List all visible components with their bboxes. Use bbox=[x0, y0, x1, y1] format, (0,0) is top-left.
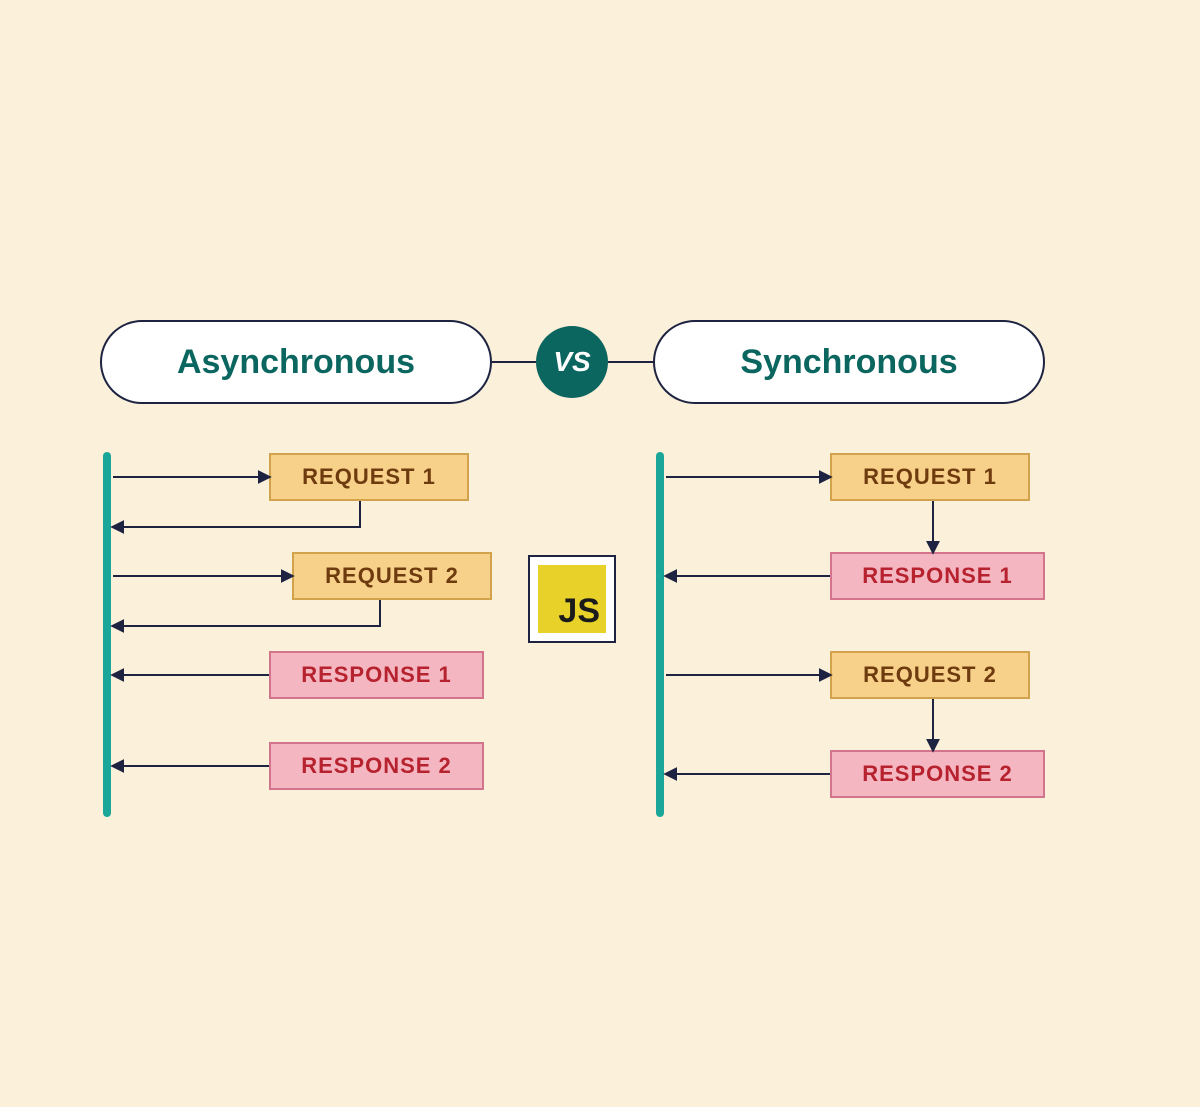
header-pill-synchronous: Synchronous bbox=[653, 320, 1045, 404]
pill-label: Asynchronous bbox=[177, 343, 415, 382]
diagram-canvas: Asynchronous Synchronous VS JS REQUEST 1… bbox=[0, 0, 1200, 1107]
js-label: JS bbox=[558, 592, 600, 631]
a-loop-2 bbox=[113, 600, 380, 626]
timeline-bar-sync bbox=[656, 452, 664, 817]
async-response-2: RESPONSE 2 bbox=[269, 742, 484, 790]
sync-response-1: RESPONSE 1 bbox=[830, 552, 1045, 600]
connector-left bbox=[492, 361, 536, 363]
sync-response-2: RESPONSE 2 bbox=[830, 750, 1045, 798]
header-pill-asynchronous: Asynchronous bbox=[100, 320, 492, 404]
async-request-2: REQUEST 2 bbox=[292, 552, 492, 600]
connector-right bbox=[608, 361, 653, 363]
js-tile-inner: JS bbox=[538, 565, 606, 633]
async-response-1: RESPONSE 1 bbox=[269, 651, 484, 699]
sync-request-1: REQUEST 1 bbox=[830, 453, 1030, 501]
timeline-bar-async bbox=[103, 452, 111, 817]
vs-label: VS bbox=[553, 346, 590, 378]
pill-label: Synchronous bbox=[740, 343, 957, 382]
vs-badge: VS bbox=[536, 326, 608, 398]
sync-request-2: REQUEST 2 bbox=[830, 651, 1030, 699]
async-request-1: REQUEST 1 bbox=[269, 453, 469, 501]
a-loop-1 bbox=[113, 501, 360, 527]
js-tile: JS bbox=[528, 555, 616, 643]
